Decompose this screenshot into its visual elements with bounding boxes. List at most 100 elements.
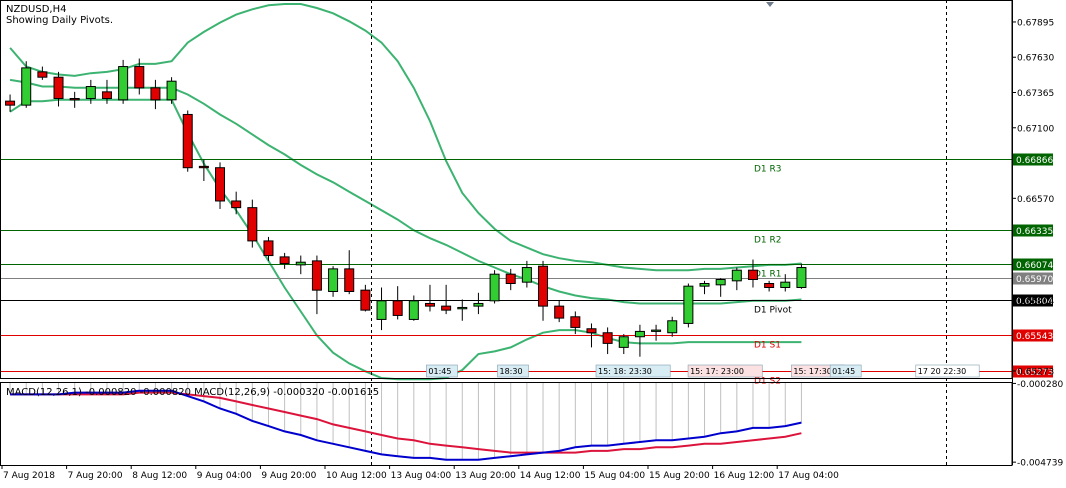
- bear-candle-body: [182, 113, 193, 169]
- time-axis: 7 Aug 2018 7 Aug 20:00 8 Aug 12:00 9 Aug 04…: [1, 465, 839, 481]
- macd-main-line: [10, 389, 802, 461]
- price-tag: [1013, 272, 1053, 285]
- bear-candle-body: [747, 269, 758, 281]
- price-tag-value: 0.65273: [1016, 368, 1053, 378]
- candle: [69, 91, 80, 108]
- shift-marker-icon[interactable]: [766, 2, 774, 7]
- candle: [747, 259, 758, 288]
- bear-candle-body: [5, 100, 16, 106]
- x-tick-label: 17 Aug 04:00: [778, 471, 839, 481]
- price-tag: [1013, 294, 1053, 307]
- bear-candle-body: [37, 71, 48, 78]
- bear-candle-body: [505, 273, 516, 285]
- candle: [279, 252, 290, 269]
- macd-y-tick-label: -0.000280: [1017, 380, 1063, 390]
- candle: [538, 260, 549, 321]
- y-tick-label: 0.67365: [1017, 89, 1054, 99]
- pivot-label: D1 R2: [754, 236, 782, 246]
- candles: [5, 58, 807, 357]
- candle: [699, 280, 710, 295]
- bull-candle-body: [731, 269, 742, 282]
- session-tag: [426, 364, 458, 378]
- bollinger-lower: [9, 98, 802, 381]
- candle: [796, 263, 807, 289]
- bear-candle-body: [134, 66, 145, 89]
- candle: [602, 327, 613, 355]
- candle: [101, 79, 112, 104]
- candle: [441, 284, 452, 315]
- bull-candle-body: [618, 336, 629, 348]
- bear-candle-body: [554, 305, 565, 319]
- y-tick-label: 0.66570: [1017, 195, 1054, 205]
- bear-candle-body: [344, 268, 355, 292]
- candle: [715, 278, 726, 297]
- candle: [392, 286, 403, 320]
- price-tag: [1013, 365, 1053, 378]
- x-tick-label: 8 Aug 12:00: [132, 471, 187, 481]
- session-tag-text: 17 20 22:30: [918, 367, 967, 376]
- session-tag-text: 15: 18: 23:30: [598, 367, 652, 376]
- candle: [344, 250, 355, 295]
- session-tag: [497, 364, 529, 378]
- session-tag-text: 15: 17: 23:00: [690, 367, 744, 376]
- bear-candle-body: [231, 200, 242, 209]
- bear-candle-body: [198, 165, 209, 169]
- bear-candle-body: [53, 76, 64, 99]
- candle: [764, 280, 775, 292]
- bear-candle-body: [602, 332, 613, 344]
- candle: [247, 199, 258, 248]
- bull-candle-body: [376, 300, 387, 320]
- y-tick-label: 0.67630: [1017, 54, 1054, 64]
- candle: [473, 292, 484, 315]
- macd-signal-line: [10, 391, 802, 454]
- bear-candle-body: [392, 300, 403, 316]
- bear-candle-body: [570, 316, 581, 328]
- bear-candle-body: [424, 302, 435, 307]
- bull-candle-body: [667, 320, 678, 334]
- candle: [457, 299, 468, 321]
- bear-candle-body: [441, 305, 452, 311]
- x-tick-label: 7 Aug 20:00: [68, 471, 123, 481]
- macd-panel: [9, 382, 802, 461]
- x-tick-label: 13 Aug 04:00: [391, 471, 452, 481]
- session-tag: [829, 364, 862, 378]
- candle: [780, 274, 791, 292]
- macd-y-tick-label: -0.004739: [1017, 459, 1063, 469]
- bull-candle-body: [699, 283, 710, 287]
- pivot-label: D1 R1: [754, 270, 782, 280]
- bull-candle-body: [521, 267, 532, 283]
- candle: [134, 58, 145, 95]
- candle: [360, 284, 371, 312]
- candle: [311, 255, 322, 315]
- bear-candle-body: [360, 289, 371, 311]
- candle: [5, 94, 16, 112]
- candle: [554, 300, 565, 323]
- bull-candle-body: [489, 273, 500, 302]
- bear-candle-body: [764, 283, 775, 288]
- x-tick-label: 10 Aug 12:00: [326, 471, 387, 481]
- bear-candle-body: [101, 91, 112, 99]
- price-tag-value: 0.66866: [1016, 156, 1053, 166]
- bull-candle-body: [457, 306, 468, 310]
- price-tag-value: 0.66074: [1016, 261, 1053, 271]
- price-tag: [1013, 258, 1053, 271]
- y-tick-label: 0.67895: [1017, 18, 1054, 28]
- bull-candle-body: [85, 86, 96, 99]
- bear-candle-body: [69, 97, 80, 101]
- bull-candle-body: [328, 268, 339, 292]
- y-tick-label: 0.65804: [1017, 297, 1054, 307]
- candle: [651, 324, 662, 341]
- pivot-label: D1 Pivot: [754, 306, 792, 316]
- price-tag: [1013, 329, 1053, 342]
- bull-candle-body: [780, 281, 791, 288]
- candle: [150, 79, 161, 110]
- bear-candle-body: [586, 328, 597, 334]
- candle: [586, 323, 597, 348]
- bull-candle-body: [473, 302, 484, 307]
- y-tick-label: 0.65273: [1017, 367, 1054, 377]
- candle: [570, 311, 581, 335]
- candle: [263, 236, 274, 261]
- x-tick-label: 13 Aug 20:00: [455, 471, 516, 481]
- candle: [683, 283, 694, 328]
